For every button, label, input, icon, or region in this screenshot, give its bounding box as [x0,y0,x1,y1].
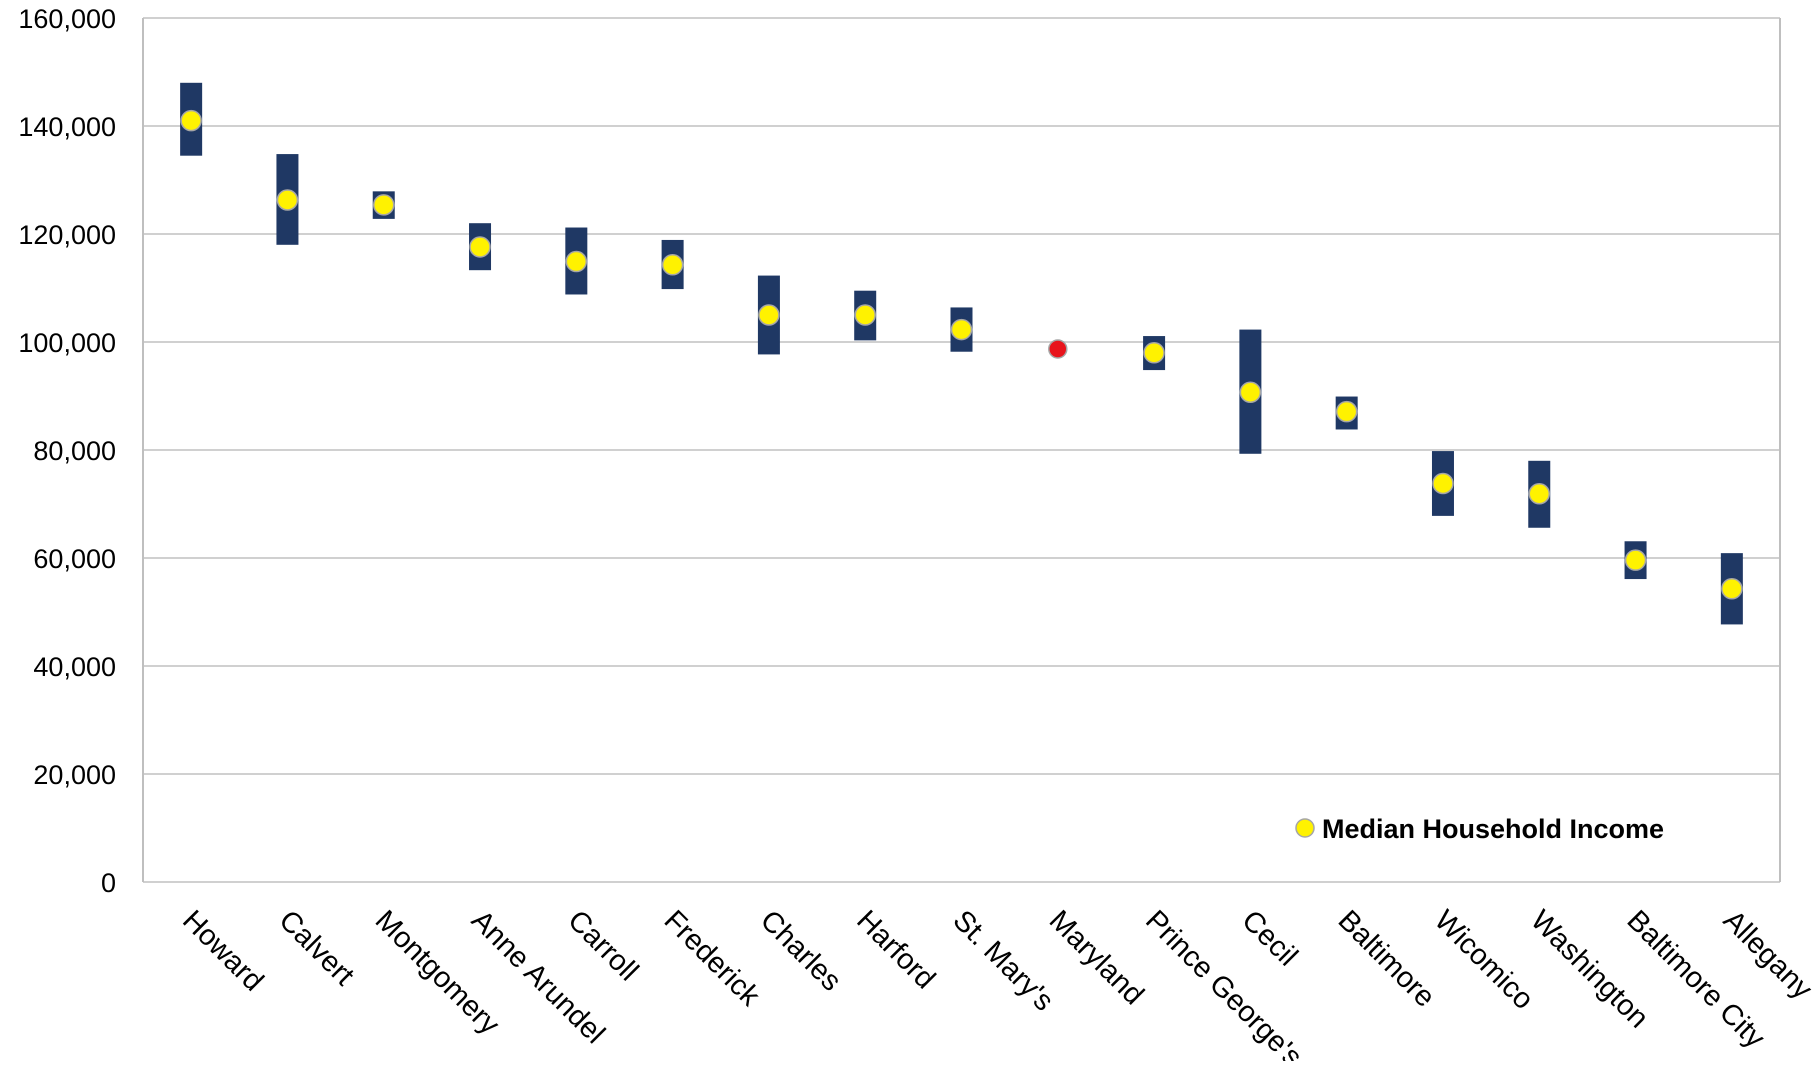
median-point [854,304,876,326]
y-axis-tick-labels: 0 20,000 40,000 60,000 80,000 100,000 120,000 1… [18,4,116,898]
plot-frame [142,18,1781,882]
y-tick-label: 160,000 [18,4,116,34]
median-point [1528,482,1551,505]
median-point [1721,578,1743,600]
range-bars [180,82,1743,625]
median-point [565,250,588,273]
category-label: Charles [754,904,847,997]
y-tick-label: 20,000 [33,760,116,790]
median-markers [180,109,1743,600]
y-tick-label: 80,000 [33,436,116,466]
median-point [469,236,491,258]
legend-marker [1295,818,1315,838]
median-point [276,189,299,211]
median-point [372,194,395,216]
category-label: Howard [176,904,269,997]
median-point [661,254,684,276]
median-point [1335,400,1358,423]
grid-lines [143,17,1780,883]
category-label: Cecil [1235,904,1303,972]
y-tick-label: 60,000 [33,544,116,574]
median-point [1048,339,1068,359]
category-label: Calvert [272,904,360,992]
median-point [1432,472,1454,495]
y-tick-label: 140,000 [18,112,116,142]
y-tick-label: 0 [101,868,116,898]
category-label: Frederick [658,904,766,1012]
median-point [950,318,973,341]
category-label: Harford [850,904,941,995]
y-tick-label: 100,000 [18,328,116,358]
category-label: Baltimore [1332,904,1441,1013]
y-tick-label: 40,000 [33,652,116,682]
median-point [1143,342,1165,364]
median-point [1239,381,1262,403]
legend-label: Median Household Income [1322,814,1664,844]
category-label: St. Mary's [947,904,1060,1017]
y-tick-label: 120,000 [18,220,116,250]
category-label: Allegany [1717,904,1816,1006]
median-point [758,304,780,326]
median-point [180,109,202,132]
legend: Median Household Income [1295,814,1664,844]
median-point [1624,549,1647,571]
category-label: Wicomico [1428,904,1539,1015]
category-label: Carroll [561,904,644,987]
